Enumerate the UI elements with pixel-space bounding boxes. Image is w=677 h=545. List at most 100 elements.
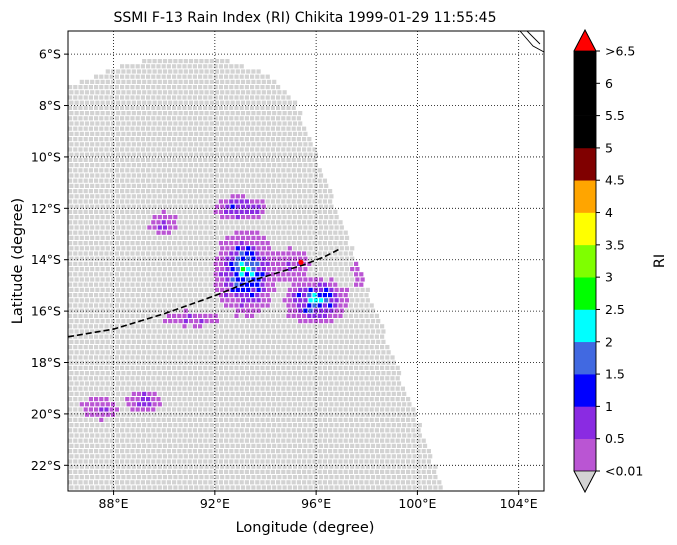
rain-cell (287, 298, 292, 303)
swath-cell (168, 204, 173, 209)
swath-cell (421, 480, 426, 485)
swath-cell (131, 475, 136, 480)
swath-cell (131, 339, 136, 344)
swath-cell (156, 293, 161, 298)
swath-cell (224, 64, 229, 69)
swath-cell (152, 319, 157, 324)
storm-position-marker (298, 259, 304, 265)
swath-cell (130, 189, 135, 194)
swath-cell (292, 485, 298, 490)
swath-cell (365, 464, 370, 469)
swath-cell (302, 334, 307, 339)
swath-cell (162, 204, 168, 209)
swath-cell (324, 371, 329, 376)
swath-cell (317, 189, 322, 194)
swath-cell (140, 417, 145, 422)
swath-cell (220, 59, 225, 64)
swath-cell (287, 152, 292, 157)
swath-cell (355, 464, 360, 469)
swath-cell (333, 428, 338, 433)
swath-cell (213, 116, 218, 121)
swath-cell (74, 350, 79, 355)
swath-cell (208, 230, 213, 235)
rain-cell (157, 402, 162, 407)
swath-cell (68, 95, 73, 100)
swath-cell (188, 111, 194, 116)
swath-cell (142, 371, 147, 376)
swath-cell (376, 319, 381, 324)
swath-cell (208, 480, 213, 485)
swath-cell (246, 454, 251, 459)
swath-cell (199, 287, 204, 292)
swath-cell (188, 225, 194, 230)
swath-cell (157, 350, 162, 355)
swath-cell (110, 163, 116, 168)
rain-cell (343, 293, 348, 298)
rain-cell (192, 313, 197, 318)
swath-cell (100, 287, 105, 292)
swath-cell (94, 449, 99, 454)
swath-cell (146, 417, 151, 422)
swath-cell (224, 469, 229, 474)
swath-cell (173, 423, 178, 428)
swath-cell (251, 152, 256, 157)
swath-cell (172, 157, 177, 162)
swath-cell (130, 272, 135, 277)
swath-cell (166, 282, 171, 287)
swath-cell (364, 345, 369, 350)
swath-cell (218, 313, 223, 318)
swath-cell (350, 454, 355, 459)
swath-cell (380, 324, 385, 329)
rain-cell (302, 251, 307, 256)
swath-cell (292, 131, 298, 136)
swath-cell (229, 85, 234, 90)
swath-cell (135, 241, 140, 246)
swath-cell (130, 355, 135, 360)
swath-cell (412, 412, 417, 417)
swath-cell (328, 428, 333, 433)
swath-cell (100, 90, 105, 95)
swath-cell (277, 235, 282, 240)
swath-cell (208, 116, 213, 121)
rain-cell (251, 308, 256, 313)
swath-cell (350, 350, 355, 355)
swath-cell (302, 407, 307, 412)
swath-cell (260, 230, 265, 235)
swath-cell (125, 116, 130, 121)
swath-cell (173, 454, 178, 459)
swath-cell (359, 324, 364, 329)
rain-cell (235, 267, 240, 272)
swath-cell (250, 407, 255, 412)
swath-cell (152, 298, 157, 303)
rain-cell (209, 319, 214, 324)
swath-cell (282, 215, 287, 220)
swath-cell (381, 339, 386, 344)
swath-cell (328, 230, 333, 235)
swath-cell (105, 371, 110, 376)
swath-cell (110, 277, 116, 282)
swath-cell (84, 319, 90, 324)
swath-cell (334, 215, 339, 220)
swath-cell (400, 480, 405, 485)
swath-cell (272, 485, 277, 490)
swath-cell (260, 365, 265, 370)
swath-cell (391, 381, 396, 386)
swath-cell (100, 443, 105, 448)
swath-cell (152, 111, 157, 116)
swath-cell (68, 178, 73, 183)
swath-cell (116, 319, 121, 324)
rain-cell (318, 319, 324, 324)
swath-cell (187, 230, 192, 235)
swath-cell (161, 272, 166, 277)
swath-cell (121, 433, 126, 438)
swath-cell (218, 355, 223, 360)
swath-cell (198, 230, 203, 235)
swath-cell (84, 423, 90, 428)
swath-cell (240, 183, 246, 188)
swath-cell (84, 381, 90, 386)
swath-cell (307, 137, 312, 142)
swath-cell (350, 381, 355, 386)
swath-cell (69, 339, 74, 344)
swath-cell (78, 386, 83, 391)
swath-cell (256, 412, 261, 417)
